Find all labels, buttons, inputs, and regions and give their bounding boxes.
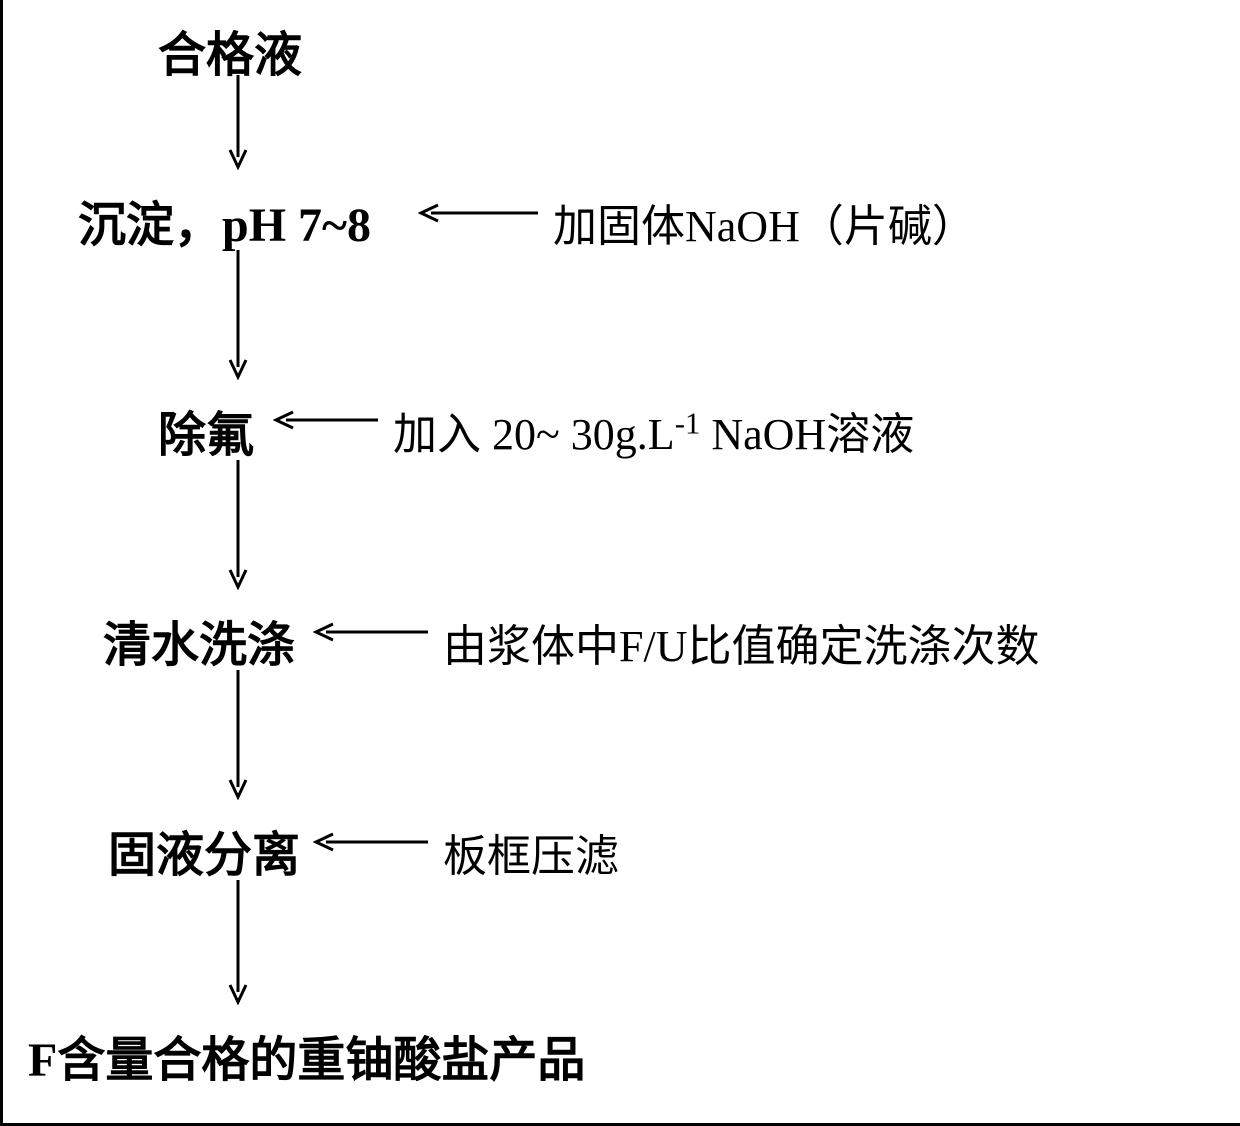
arrow-left-4 bbox=[313, 832, 428, 852]
node-solid-liquid-separation: 固液分离 bbox=[108, 815, 300, 885]
node-final-product: F含量合格的重铀酸盐产品 bbox=[28, 1020, 585, 1090]
node-precipitation: 沉淀，pH 7~8 bbox=[78, 185, 371, 255]
node-defluorination: 除氟 bbox=[158, 395, 254, 465]
process-flowchart: 合格液 沉淀，pH 7~8 除氟 清水洗涤 固液分离 F含量合格的重铀酸盐产品 … bbox=[3, 0, 1240, 1123]
arrow-down-4 bbox=[228, 670, 248, 800]
arrow-down-2 bbox=[228, 250, 248, 380]
arrow-left-1 bbox=[418, 203, 538, 223]
arrow-left-3 bbox=[313, 622, 428, 642]
side-fu-ratio: 由浆体中F/U比值确定洗涤次数 bbox=[443, 610, 1039, 674]
side-naoh-solid: 加固体NaOH（片碱） bbox=[553, 190, 976, 254]
node-water-wash: 清水洗涤 bbox=[103, 605, 295, 675]
side-naoh-solution: 加入 20~ 30g.L-1 NaOH溶液 bbox=[393, 398, 914, 462]
arrow-down-1 bbox=[228, 75, 248, 170]
side-plate-frame-filter: 板框压滤 bbox=[443, 820, 619, 884]
arrow-left-2 bbox=[273, 410, 378, 430]
arrow-down-3 bbox=[228, 460, 248, 590]
arrow-down-5 bbox=[228, 880, 248, 1005]
